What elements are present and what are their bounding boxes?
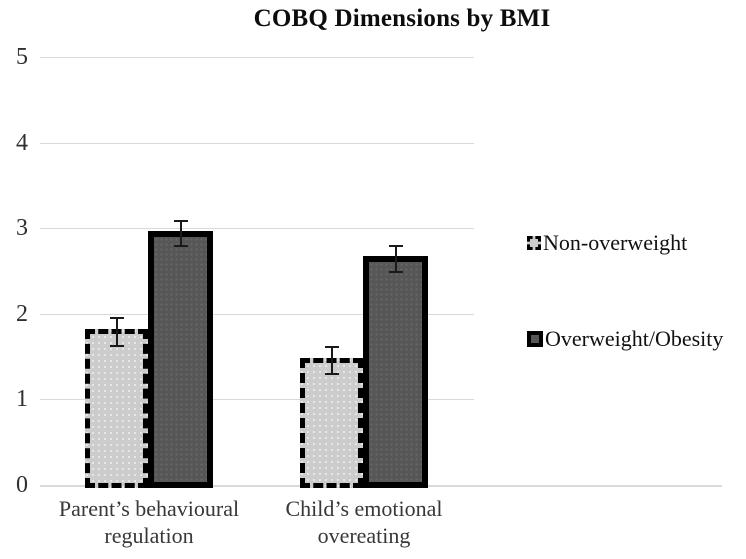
y-axis-tick-label: 4 xyxy=(16,130,28,156)
bar-overweight-obesity xyxy=(363,256,428,488)
chart-title: COBQ Dimensions by BMI xyxy=(253,5,551,32)
error-bar-cap-top xyxy=(173,219,188,222)
bar-non-overweight xyxy=(300,357,363,488)
gridline xyxy=(40,314,474,315)
gridline xyxy=(40,143,474,144)
y-axis-tick-label: 3 xyxy=(16,215,28,241)
error-bar-cap-bottom xyxy=(173,245,188,248)
error-bar-cap-bottom xyxy=(109,344,124,347)
error-bar-cap-bottom xyxy=(324,372,339,375)
error-bar xyxy=(179,220,182,247)
category-label: Parent’s behavioural regulation xyxy=(58,496,240,548)
error-bar xyxy=(330,346,333,374)
gridline xyxy=(40,228,474,229)
gridline xyxy=(40,399,474,400)
legend-label: Non-overweight xyxy=(543,230,688,255)
legend-item: Non-overweight xyxy=(527,230,687,256)
bar-non-overweight xyxy=(85,329,148,488)
y-axis-tick-label: 2 xyxy=(16,301,28,327)
error-bar xyxy=(394,246,397,272)
gridline xyxy=(40,57,474,58)
legend-item: Overweight/Obesity xyxy=(527,326,723,352)
error-bar-cap-top xyxy=(324,345,339,348)
y-axis-tick-label: 0 xyxy=(16,472,28,498)
category-label: Child’s emotional overeating xyxy=(285,496,443,548)
error-bar-cap-bottom xyxy=(388,271,403,273)
error-bar xyxy=(115,318,118,346)
bar-overweight-obesity xyxy=(148,230,213,488)
legend-swatch-icon xyxy=(527,331,543,347)
error-bar-cap-top xyxy=(388,245,403,248)
legend-label: Overweight/Obesity xyxy=(545,326,724,351)
legend-swatch-icon xyxy=(527,236,541,250)
error-bar-cap-top xyxy=(109,317,124,320)
y-axis-tick-label: 1 xyxy=(16,386,28,412)
y-axis-tick-label: 5 xyxy=(16,44,28,70)
